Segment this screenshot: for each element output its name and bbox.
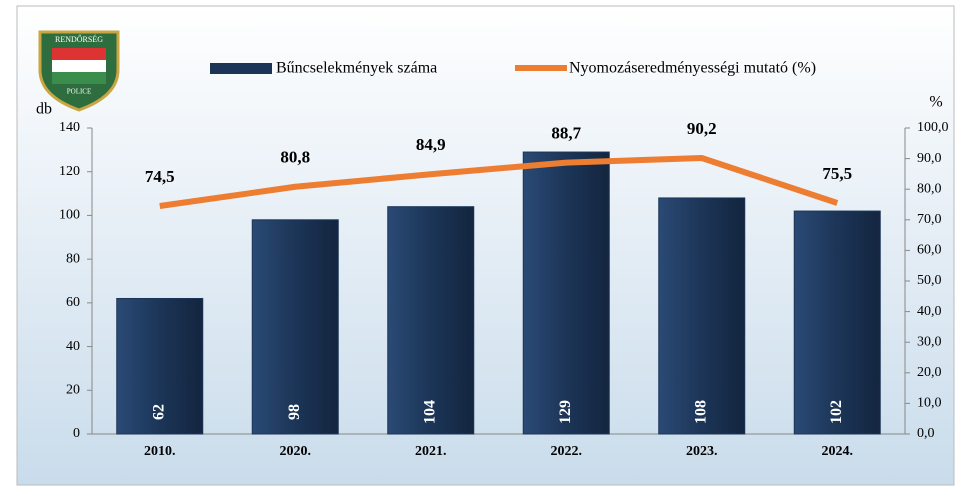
y2-tick-label: 100,0	[917, 120, 949, 135]
line-value-label: 90,2	[687, 119, 717, 138]
y-tick-label: 120	[59, 164, 80, 179]
y-tick-label: 20	[66, 383, 80, 398]
legend-label: Bűncselekmények száma	[276, 60, 437, 77]
y-tick-label: 0	[73, 426, 80, 441]
bar-value-label: 108	[692, 400, 709, 424]
y2-tick-label: 0,0	[917, 426, 935, 441]
y2-tick-label: 50,0	[917, 273, 942, 288]
y-axis-label: db	[36, 101, 52, 118]
line-value-label: 75,5	[822, 164, 852, 183]
y-tick-label: 140	[59, 120, 80, 135]
y-tick-label: 40	[66, 339, 80, 354]
bar	[116, 297, 204, 435]
line-value-label: 84,9	[416, 135, 446, 154]
y2-tick-label: 70,0	[917, 212, 942, 227]
bar-value-label: 98	[286, 404, 303, 420]
line-value-label: 88,7	[551, 123, 581, 142]
y2-tick-label: 10,0	[917, 396, 942, 411]
y-tick-label: 80	[66, 251, 80, 266]
y-tick-label: 60	[66, 295, 80, 310]
y2-tick-label: 80,0	[917, 181, 942, 196]
y2-tick-label: 40,0	[917, 304, 942, 319]
y2-tick-label: 90,0	[917, 151, 942, 166]
logo-stripe	[52, 48, 106, 60]
x-tick-label: 2024.	[822, 444, 854, 459]
bar-value-label: 102	[828, 400, 845, 424]
x-tick-label: 2010.	[144, 444, 176, 459]
y-tick-label: 100	[59, 208, 80, 223]
legend-swatch	[210, 63, 272, 74]
logo-stripe	[52, 72, 106, 84]
y2-axis-label: %	[929, 94, 942, 111]
logo-stripe	[52, 60, 106, 72]
y2-tick-label: 30,0	[917, 334, 942, 349]
bar-value-label: 104	[421, 400, 438, 424]
line-value-label: 80,8	[280, 148, 310, 167]
x-tick-label: 2021.	[415, 444, 447, 459]
y2-tick-label: 60,0	[917, 243, 942, 258]
bar	[251, 219, 339, 435]
x-tick-label: 2022.	[551, 444, 583, 459]
bar	[658, 197, 746, 435]
legend-label: Nyomozáseredményességi mutató (%)	[569, 60, 816, 77]
bar	[522, 151, 610, 435]
bar-value-label: 62	[150, 404, 167, 420]
x-tick-label: 2020.	[280, 444, 312, 459]
x-tick-label: 2023.	[686, 444, 718, 459]
bar	[793, 210, 881, 435]
bar	[387, 206, 475, 435]
bar-value-label: 129	[557, 400, 574, 424]
line	[159, 154, 839, 210]
logo-text: POLICE	[67, 88, 92, 96]
logo-text: RENDŐRSÉG	[55, 34, 103, 44]
y2-tick-label: 20,0	[917, 365, 942, 380]
line-value-label: 74,5	[145, 167, 175, 186]
logo: RENDŐRSÉG POLICE	[38, 30, 120, 112]
